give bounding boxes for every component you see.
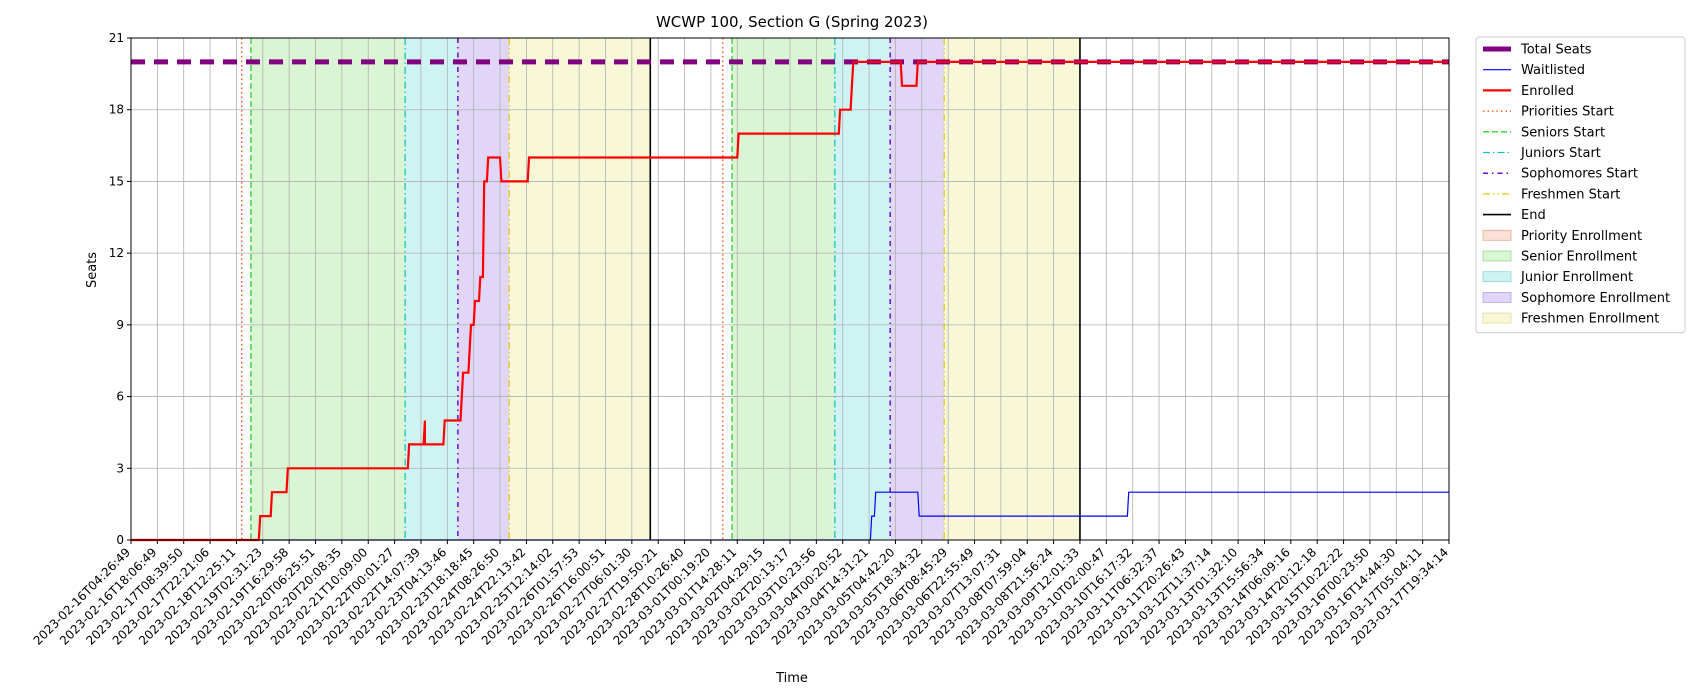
legend-label: Sophomores Start (1521, 167, 1638, 182)
legend-label: Total Seats (1520, 43, 1592, 58)
series-line (131, 60, 1449, 542)
series-line (131, 491, 1449, 541)
enrollment-region (457, 38, 510, 540)
y-tick-label: 15 (109, 174, 124, 188)
legend-box (1475, 36, 1686, 334)
enrollment-region (732, 38, 835, 540)
enrollment-region (405, 38, 458, 540)
legend-label: Priorities Start (1521, 105, 1614, 120)
y-tick-label: 0 (116, 533, 124, 547)
legend-label: Junior Enrollment (1520, 270, 1633, 285)
legend-label: Seniors Start (1521, 125, 1605, 140)
legend-label: Priority Enrollment (1521, 229, 1642, 244)
y-tick-label: 21 (109, 31, 124, 45)
legend-label: Senior Enrollment (1521, 250, 1637, 265)
legend-label: Freshmen Start (1521, 187, 1620, 202)
x-axis-label: Time (775, 671, 808, 686)
y-tick-label: 3 (116, 461, 124, 475)
chart-title: WCWP 100, Section G (Spring 2023) (656, 13, 928, 31)
legend-label: Sophomore Enrollment (1521, 291, 1670, 306)
legend-label: Waitlisted (1521, 63, 1585, 78)
y-tick-label: 6 (116, 390, 124, 404)
legend-swatch (1482, 250, 1512, 262)
y-tick-label: 9 (116, 318, 124, 332)
enrollment-region (944, 38, 1080, 540)
legend-label: Freshmen Enrollment (1521, 312, 1659, 327)
enrollment-region (250, 38, 406, 540)
legend-label: Enrolled (1521, 84, 1574, 99)
y-tick-label: 12 (109, 246, 124, 260)
legend-swatch (1482, 312, 1512, 324)
enrollment-region (834, 38, 891, 540)
legend-swatch (1482, 271, 1512, 283)
enrollment-region (509, 38, 651, 540)
plot-area: 0369121518212023-02-16T04:26:492023-02-1… (31, 31, 1452, 648)
enrollment-region (890, 38, 945, 540)
legend-label: End (1521, 208, 1546, 223)
legend-swatch (1482, 291, 1512, 303)
legend: Total Seats Waitlisted Enrolled Priorities … (1475, 36, 1686, 334)
legend-label: Juniors Start (1520, 146, 1601, 161)
legend-swatch (1482, 229, 1512, 241)
y-tick-label: 18 (109, 103, 124, 117)
y-axis-label: Seats (85, 252, 100, 288)
